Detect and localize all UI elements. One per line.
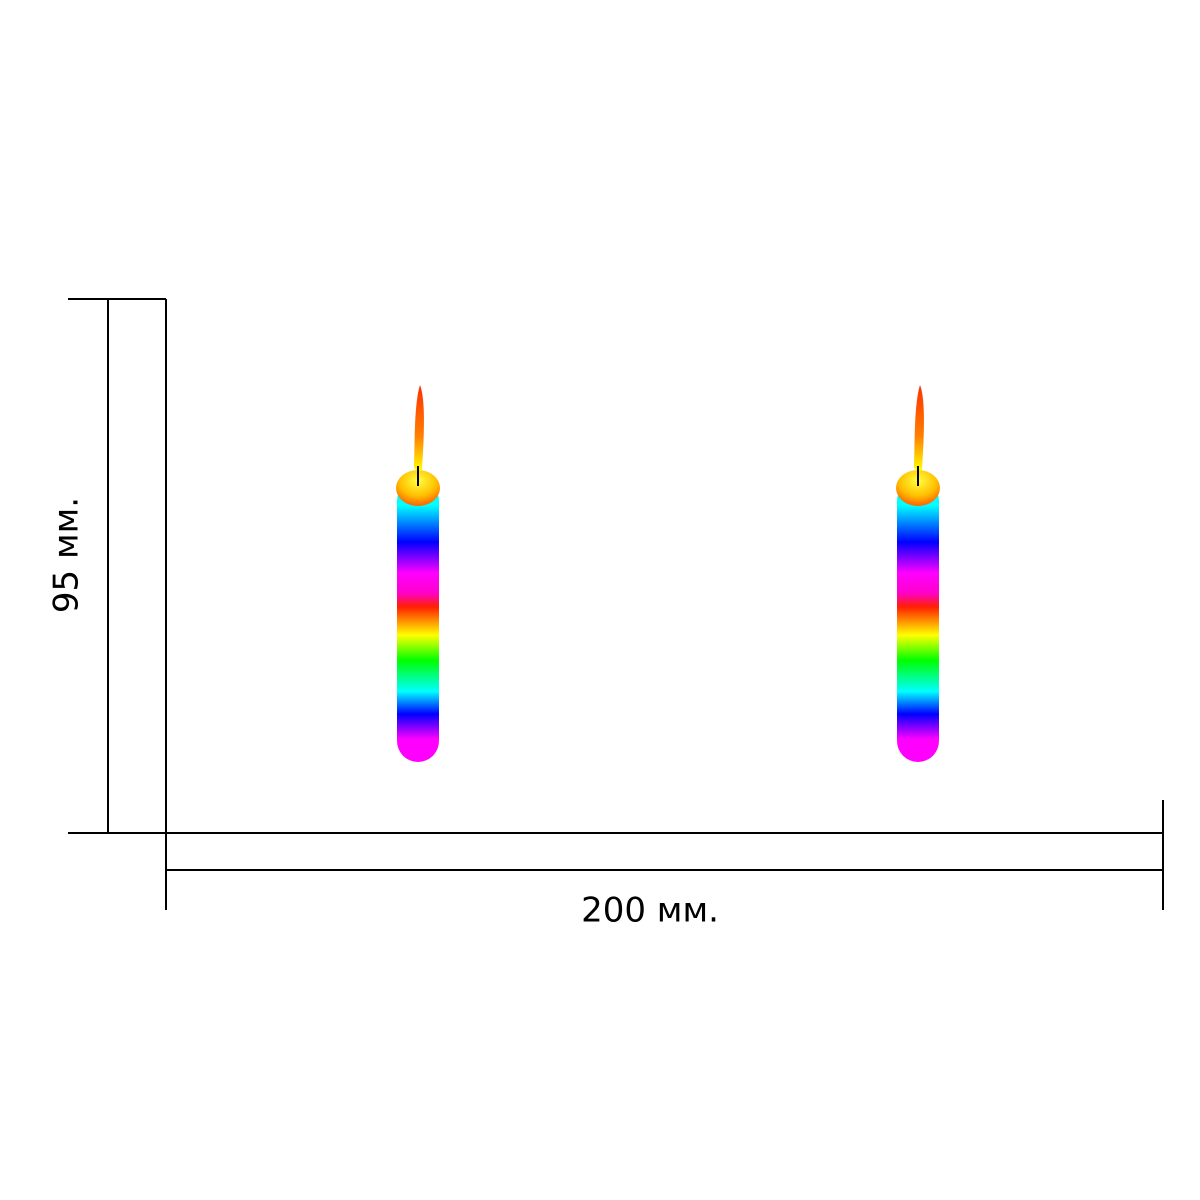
candle [395,384,441,763]
candle [895,384,941,763]
height-label: 95 мм. [47,497,87,613]
dimension-lines [68,298,1164,910]
width-label: 200 мм. [581,891,719,931]
